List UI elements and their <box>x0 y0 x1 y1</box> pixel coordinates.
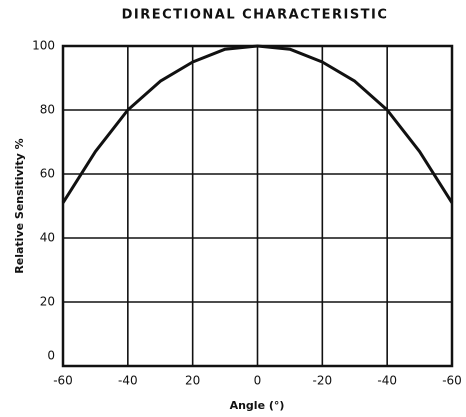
x-tick-label: -40 <box>118 374 138 388</box>
x-tick-label: -20 <box>313 374 333 388</box>
chart-title: DIRECTIONAL CHARACTERISTIC <box>122 8 389 23</box>
x-tick-label: -60 <box>53 374 73 388</box>
y-tick-label: 40 <box>40 231 55 245</box>
y-tick-label: 60 <box>40 167 55 181</box>
x-tick-label: 20 <box>185 374 200 388</box>
x-tick-label: 0 <box>254 374 262 388</box>
y-tick-label: 80 <box>40 103 55 117</box>
x-axis-label: Angle (°) <box>230 399 285 412</box>
data-line <box>61 44 454 204</box>
x-tick-label: -60 <box>442 374 462 388</box>
x-tick-label: -40 <box>377 374 397 388</box>
y-tick-label: 20 <box>40 295 55 309</box>
y-tick-label: 0 <box>47 349 55 363</box>
y-axis-label: Relative Sensitivity % <box>13 138 26 273</box>
y-tick-label: 100 <box>32 39 55 53</box>
